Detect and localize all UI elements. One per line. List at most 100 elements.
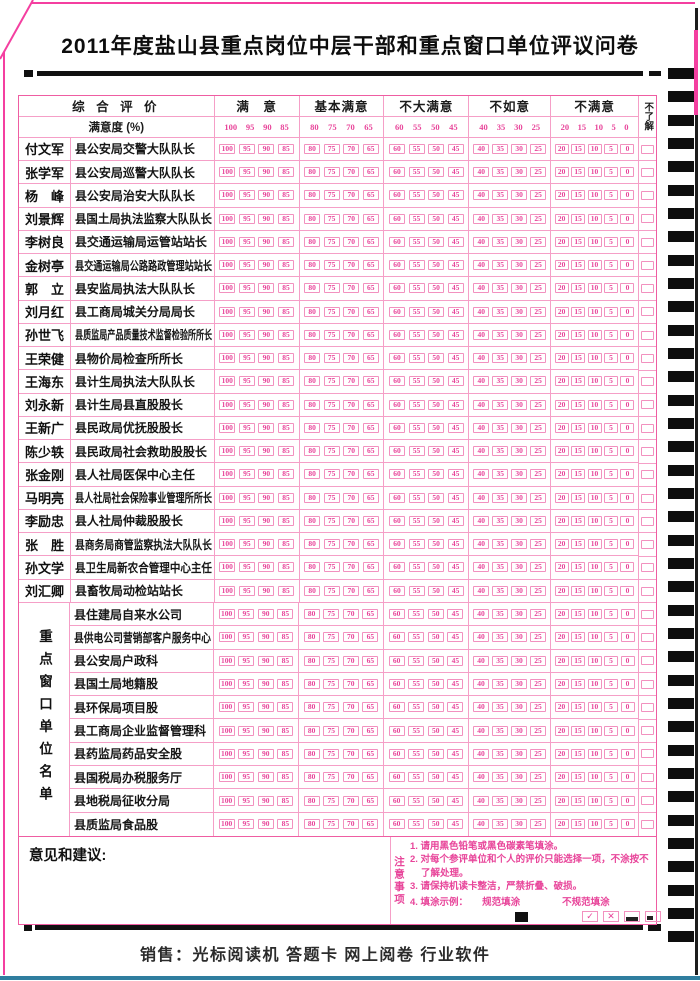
bubble-50[interactable]: 50 xyxy=(428,353,445,364)
bubble-50[interactable]: 50 xyxy=(427,678,444,689)
unknown-bubble[interactable] xyxy=(641,353,654,363)
bubble-45[interactable]: 45 xyxy=(447,167,464,178)
bubble-60[interactable]: 60 xyxy=(388,399,405,410)
bubble-60[interactable]: 60 xyxy=(388,678,405,689)
bubble-10[interactable]: 10 xyxy=(587,748,602,759)
bubble-60[interactable]: 60 xyxy=(388,329,405,340)
bubble-90[interactable]: 90 xyxy=(258,306,275,317)
bubble-65[interactable]: 65 xyxy=(362,446,379,457)
bubble-55[interactable]: 55 xyxy=(408,446,425,457)
bubble-0[interactable]: 0 xyxy=(620,725,635,736)
bubble-50[interactable]: 50 xyxy=(428,306,445,317)
bubble-100[interactable]: 100 xyxy=(219,260,236,271)
bubble-45[interactable]: 45 xyxy=(447,236,464,247)
bubble-85[interactable]: 85 xyxy=(277,167,294,178)
bubble-95[interactable]: 95 xyxy=(238,492,255,503)
bubble-85[interactable]: 85 xyxy=(277,562,294,573)
bubble-80[interactable]: 80 xyxy=(303,632,320,643)
bubble-35[interactable]: 35 xyxy=(492,515,509,526)
bubble-10[interactable]: 10 xyxy=(587,376,602,387)
bubble-95[interactable]: 95 xyxy=(238,353,255,364)
bubble-15[interactable]: 15 xyxy=(571,143,586,154)
bubble-30[interactable]: 30 xyxy=(511,422,528,433)
bubble-75[interactable]: 75 xyxy=(323,190,340,201)
bubble-100[interactable]: 100 xyxy=(219,190,236,201)
unknown-bubble[interactable] xyxy=(641,586,654,596)
bubble-70[interactable]: 70 xyxy=(343,492,360,503)
bubble-85[interactable]: 85 xyxy=(277,213,294,224)
bubble-0[interactable]: 0 xyxy=(620,167,635,178)
bubble-40[interactable]: 40 xyxy=(473,562,490,573)
bubble-70[interactable]: 70 xyxy=(343,236,360,247)
bubble-90[interactable]: 90 xyxy=(258,236,275,247)
bubble-35[interactable]: 35 xyxy=(492,772,508,783)
bubble-15[interactable]: 15 xyxy=(571,306,586,317)
bubble-10[interactable]: 10 xyxy=(587,492,602,503)
bubble-80[interactable]: 80 xyxy=(303,725,320,736)
bubble-100[interactable]: 100 xyxy=(219,306,236,317)
bubble-40[interactable]: 40 xyxy=(473,399,490,410)
bubble-35[interactable]: 35 xyxy=(492,492,509,503)
bubble-60[interactable]: 60 xyxy=(388,353,405,364)
bubble-70[interactable]: 70 xyxy=(343,585,360,596)
bubble-40[interactable]: 40 xyxy=(473,446,490,457)
bubble-30[interactable]: 30 xyxy=(511,678,527,689)
bubble-20[interactable]: 20 xyxy=(554,469,569,480)
bubble-90[interactable]: 90 xyxy=(258,190,275,201)
bubble-60[interactable]: 60 xyxy=(388,213,405,224)
bubble-20[interactable]: 20 xyxy=(554,609,569,619)
bubble-5[interactable]: 5 xyxy=(604,702,618,713)
bubble-45[interactable]: 45 xyxy=(447,399,464,410)
bubble-25[interactable]: 25 xyxy=(530,446,547,457)
bubble-10[interactable]: 10 xyxy=(587,678,602,689)
bubble-100[interactable]: 100 xyxy=(218,702,235,713)
bubble-20[interactable]: 20 xyxy=(554,585,569,596)
bubble-30[interactable]: 30 xyxy=(511,562,528,573)
bubble-75[interactable]: 75 xyxy=(323,562,340,573)
bubble-5[interactable]: 5 xyxy=(604,167,619,178)
bubble-15[interactable]: 15 xyxy=(571,562,586,573)
bubble-95[interactable]: 95 xyxy=(238,632,255,643)
bubble-90[interactable]: 90 xyxy=(257,702,274,713)
bubble-70[interactable]: 70 xyxy=(342,772,359,783)
bubble-20[interactable]: 20 xyxy=(554,329,569,340)
bubble-85[interactable]: 85 xyxy=(277,678,294,689)
bubble-40[interactable]: 40 xyxy=(473,585,490,596)
bubble-25[interactable]: 25 xyxy=(530,376,547,387)
bubble-60[interactable]: 60 xyxy=(388,190,405,201)
bubble-10[interactable]: 10 xyxy=(587,353,602,364)
bubble-45[interactable]: 45 xyxy=(447,748,464,759)
bubble-15[interactable]: 15 xyxy=(571,329,586,340)
bubble-80[interactable]: 80 xyxy=(304,143,321,154)
bubble-55[interactable]: 55 xyxy=(408,609,425,619)
bubble-80[interactable]: 80 xyxy=(303,795,320,806)
bubble-15[interactable]: 15 xyxy=(571,422,586,433)
bubble-65[interactable]: 65 xyxy=(362,585,379,596)
bubble-50[interactable]: 50 xyxy=(428,515,445,526)
bubble-30[interactable]: 30 xyxy=(511,539,528,550)
bubble-40[interactable]: 40 xyxy=(473,422,490,433)
bubble-30[interactable]: 30 xyxy=(511,376,528,387)
bubble-20[interactable]: 20 xyxy=(554,213,569,224)
bubble-45[interactable]: 45 xyxy=(447,562,464,573)
suggestions-writein-area[interactable]: 意见和建议: xyxy=(19,837,391,924)
bubble-30[interactable]: 30 xyxy=(511,819,527,830)
bubble-90[interactable]: 90 xyxy=(257,632,274,643)
bubble-25[interactable]: 25 xyxy=(530,190,547,201)
bubble-50[interactable]: 50 xyxy=(428,260,445,271)
bubble-15[interactable]: 15 xyxy=(571,748,585,759)
unknown-bubble[interactable] xyxy=(641,726,654,736)
bubble-85[interactable]: 85 xyxy=(277,539,294,550)
bubble-25[interactable]: 25 xyxy=(530,795,546,806)
bubble-30[interactable]: 30 xyxy=(511,492,528,503)
bubble-45[interactable]: 45 xyxy=(447,772,464,783)
bubble-100[interactable]: 100 xyxy=(219,492,236,503)
bubble-100[interactable]: 100 xyxy=(219,329,236,340)
bubble-15[interactable]: 15 xyxy=(571,492,586,503)
bubble-30[interactable]: 30 xyxy=(511,725,527,736)
bubble-50[interactable]: 50 xyxy=(428,446,445,457)
bubble-35[interactable]: 35 xyxy=(492,283,509,294)
bubble-5[interactable]: 5 xyxy=(604,376,619,387)
bubble-95[interactable]: 95 xyxy=(238,562,255,573)
bubble-80[interactable]: 80 xyxy=(304,399,321,410)
